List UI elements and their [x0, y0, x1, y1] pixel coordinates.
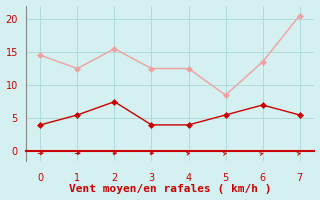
X-axis label: Vent moyen/en rafales ( km/h ): Vent moyen/en rafales ( km/h ) [69, 184, 271, 194]
